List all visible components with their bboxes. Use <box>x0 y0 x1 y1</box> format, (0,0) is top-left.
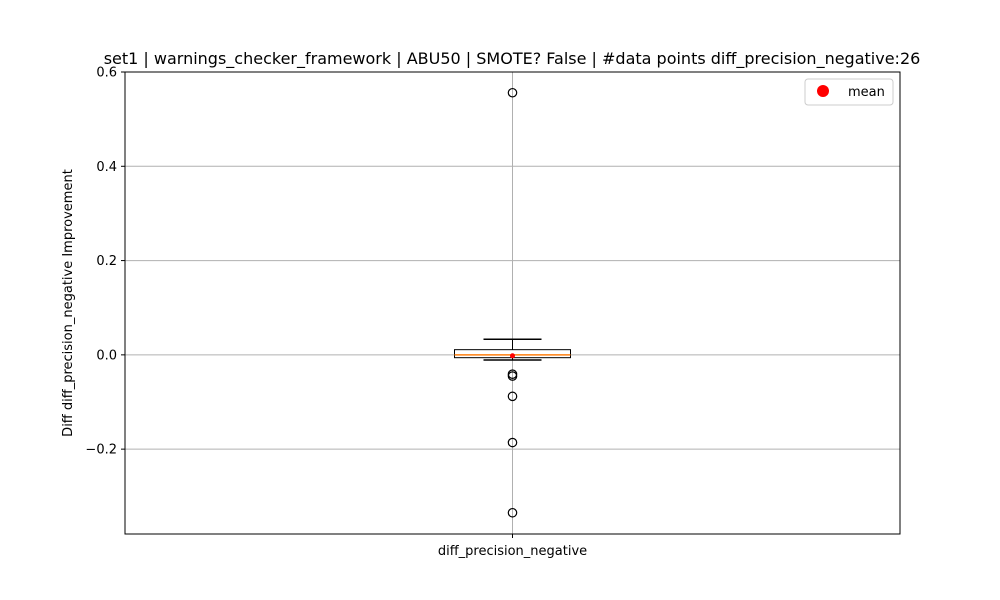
legend-frame <box>804 78 894 106</box>
outlier-point <box>507 371 518 381</box>
legend-mean-label: mean <box>848 85 885 100</box>
y-tick-label: 0.0 <box>96 348 117 363</box>
outlier-point <box>507 437 518 448</box>
x-tick-label: diff_precision_negative <box>438 544 587 559</box>
y-axis-ticks: −0.2 0.0 0.2 0.4 0.6 <box>85 66 125 458</box>
outlier-point <box>507 507 518 518</box>
y-tick-label: 0.6 <box>96 66 117 81</box>
outlier-point <box>507 87 518 98</box>
legend-mean-marker <box>817 85 829 97</box>
box-layer <box>454 87 571 518</box>
chart-title: set1 | warnings_checker_framework | ABU5… <box>104 49 921 69</box>
y-tick-label: 0.4 <box>96 160 117 175</box>
y-tick-label: −0.2 <box>85 443 117 458</box>
mean-marker <box>510 353 515 359</box>
x-axis-ticks: diff_precision_negative <box>438 534 587 559</box>
y-axis-label: Diff diff_precision_negative Improvement <box>61 169 76 437</box>
outlier-point <box>507 391 518 402</box>
y-tick-label: 0.2 <box>96 254 117 269</box>
legend: mean <box>804 78 894 106</box>
